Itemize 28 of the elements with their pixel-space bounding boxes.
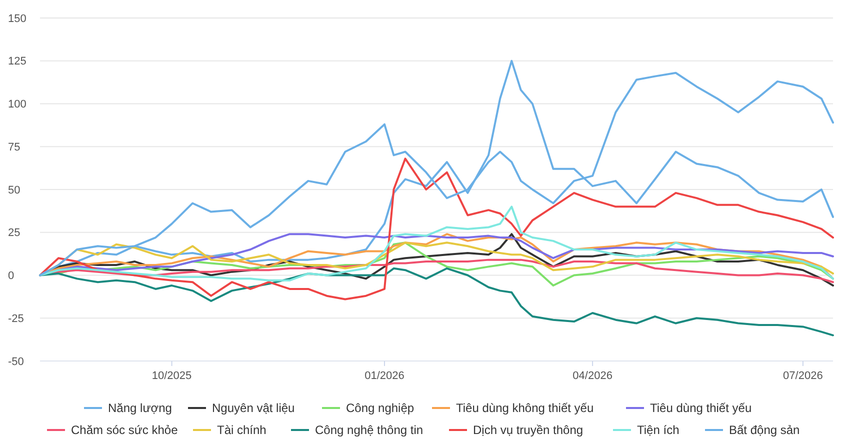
legend-label: Tiêu dùng thiết yếu	[650, 401, 752, 416]
legend-label: Tài chính	[217, 423, 266, 438]
line-series	[57, 242, 834, 287]
y-tick-label: 0	[8, 270, 14, 282]
x-tick-label: 10/2025	[152, 370, 192, 382]
legend-label: Nguyên vật liệu	[212, 401, 295, 416]
y-tick-label: 150	[8, 12, 26, 25]
line-series	[39, 158, 834, 300]
legend-label: Năng lượng	[108, 401, 172, 416]
legend-label: Bất động sản	[729, 423, 800, 438]
y-tick-label: -25	[8, 312, 24, 325]
legend-label: Tiện ích	[637, 423, 680, 438]
y-tick-label: 75	[8, 141, 20, 154]
y-tick-label: 125	[8, 56, 26, 68]
legend-label: Công nghệ thông tin	[315, 423, 424, 438]
x-tick-label: 04/2026	[572, 370, 612, 382]
legend-label: Công nghiệp	[346, 401, 414, 416]
legend-label: Dịch vụ truyền thông	[473, 423, 584, 438]
legend-label: Chăm sóc sức khỏe	[71, 423, 178, 438]
y-tick-label: -50	[8, 356, 24, 368]
y-tick-label: 100	[8, 98, 26, 111]
y-tick-label: 50	[8, 184, 20, 196]
legend-label: Tiêu dùng không thiết yếu	[456, 401, 594, 416]
x-tick-label: 01/2026	[364, 370, 404, 382]
line-series	[39, 206, 834, 282]
x-tick-label: 07/2026	[783, 370, 823, 382]
line-series	[39, 267, 834, 336]
y-tick-label: 25	[8, 227, 20, 240]
